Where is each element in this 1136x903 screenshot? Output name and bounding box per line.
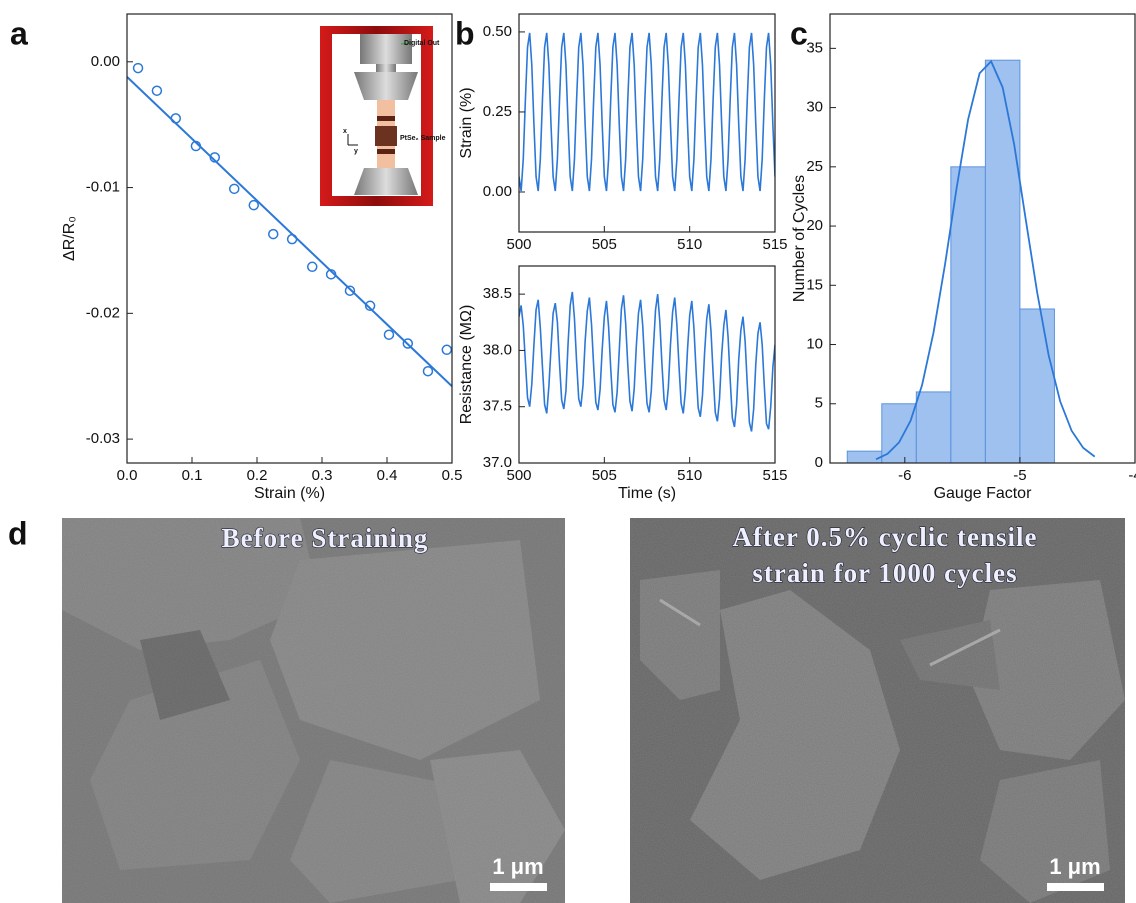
- histogram-bar: [985, 60, 1020, 463]
- y-axis-label: Strain (%): [458, 87, 475, 158]
- y-axis-label: ΔR/R₀: [61, 216, 78, 261]
- y-tick-label: 10: [806, 335, 823, 352]
- grip: [376, 64, 396, 72]
- y-tick-label: 20: [806, 217, 823, 234]
- chart: -6 -5 -4 0 5 10 15 20 25 30 35 Gauge Factor Number o…: [790, 14, 1136, 502]
- plot-area: [519, 292, 775, 432]
- x-tick-label: 0.2: [247, 467, 268, 484]
- x-tick-label: 510: [677, 467, 702, 484]
- figure: d Before Straining 1 μm After 0.5% cycli…: [0, 0, 1136, 903]
- plot-area: [847, 60, 1094, 463]
- data-point: [345, 286, 354, 295]
- image-caption: strain for 1000 cycles: [752, 558, 1017, 588]
- x-tick-label: 515: [762, 467, 787, 484]
- x-tick-label: -6: [898, 467, 911, 484]
- texture: [62, 518, 565, 903]
- x-tick-label: 505: [592, 236, 617, 253]
- histogram-bar: [916, 392, 951, 463]
- y-tick-label: 5: [815, 395, 823, 412]
- data-point: [152, 86, 161, 95]
- x-axis-label: Time (s): [618, 485, 676, 502]
- sample-film: [375, 126, 397, 146]
- plot-area: [519, 33, 775, 191]
- x-tick-label: 0.1: [182, 467, 203, 484]
- y-tick-label: 25: [806, 158, 823, 175]
- data-point: [134, 64, 143, 73]
- y-tick-label: 0: [815, 454, 823, 471]
- y-tick-label: 38.5: [483, 285, 512, 302]
- histogram-bar: [951, 167, 986, 463]
- inset-label: y: [354, 148, 358, 155]
- histogram-bar: [1020, 309, 1055, 463]
- histogram-bar: [847, 451, 882, 463]
- grip: [360, 34, 412, 64]
- scale-bar-label: 1 μm: [492, 854, 543, 879]
- y-tick-label: 0.00: [91, 53, 120, 70]
- y-axis-label: Number of Cycles: [791, 175, 808, 302]
- data-point: [384, 330, 393, 339]
- line: [519, 292, 775, 432]
- x-axis-label: Strain (%): [254, 485, 325, 502]
- data-point: [423, 367, 432, 376]
- y-tick-label: 30: [806, 99, 823, 116]
- inset-label: PtSe₂ Sample: [400, 135, 446, 142]
- y-axis-label: Resistance (MΩ): [458, 305, 475, 425]
- inset: Digital Out PtSe₂ Sample x y: [320, 26, 446, 206]
- x-tick-label: 0.5: [442, 467, 463, 484]
- scale-bar-label: 1 μm: [1049, 854, 1100, 879]
- y-tick-label: -0.01: [86, 179, 120, 196]
- sem-image: After 0.5% cyclic tensile strain for 100…: [630, 518, 1125, 903]
- x-tick-label: 510: [677, 236, 702, 253]
- data-point: [249, 201, 258, 210]
- chart: 500 505 510 515 0.00 0.25 0.50 Strain (%) b: [455, 14, 788, 253]
- y-tick-label: 35: [806, 39, 823, 56]
- y-tick-label: 37.0: [483, 454, 512, 471]
- y-tick-label: -0.03: [86, 430, 120, 447]
- inset-label: Digital Out: [404, 40, 440, 47]
- panel-letter: b: [455, 15, 475, 51]
- data-point: [230, 184, 239, 193]
- panel-letter: c: [790, 15, 808, 51]
- sample-band: [377, 116, 395, 121]
- x-tick-label: 500: [506, 236, 531, 253]
- x-tick-label: 0.4: [377, 467, 398, 484]
- x-tick-label: 0.3: [312, 467, 333, 484]
- data-point: [442, 345, 451, 354]
- data-point: [269, 230, 278, 239]
- image-caption: Before Straining: [222, 523, 429, 553]
- sample-band: [377, 149, 395, 154]
- panel-letter: d: [8, 515, 28, 551]
- y-tick-label: -0.02: [86, 304, 120, 321]
- line: [519, 33, 775, 191]
- x-tick-label: -4: [1128, 467, 1136, 484]
- y-tick-label: 0.25: [483, 103, 512, 120]
- grip: [354, 168, 418, 195]
- scale-bar: [490, 883, 547, 891]
- data-point: [308, 262, 317, 271]
- x-tick-label: 515: [762, 236, 787, 253]
- x-tick-label: 505: [592, 467, 617, 484]
- scale-bar: [1047, 883, 1104, 891]
- y-tick-label: 0.50: [483, 23, 512, 40]
- grip: [354, 72, 418, 100]
- x-tick-label: 0.0: [117, 467, 138, 484]
- panel-letter: a: [10, 15, 28, 51]
- x-tick-label: -5: [1013, 467, 1026, 484]
- y-tick-label: 38.0: [483, 341, 512, 358]
- inset-label: x: [343, 128, 347, 135]
- x-axis-label: Gauge Factor: [934, 485, 1033, 502]
- plot-frame: [519, 266, 775, 463]
- y-tick-label: 37.5: [483, 398, 512, 415]
- y-tick-label: 15: [806, 276, 823, 293]
- sem-image: Before Straining 1 μm: [62, 518, 565, 903]
- y-tick-label: 0.00: [483, 183, 512, 200]
- image-caption: After 0.5% cyclic tensile: [733, 522, 1038, 552]
